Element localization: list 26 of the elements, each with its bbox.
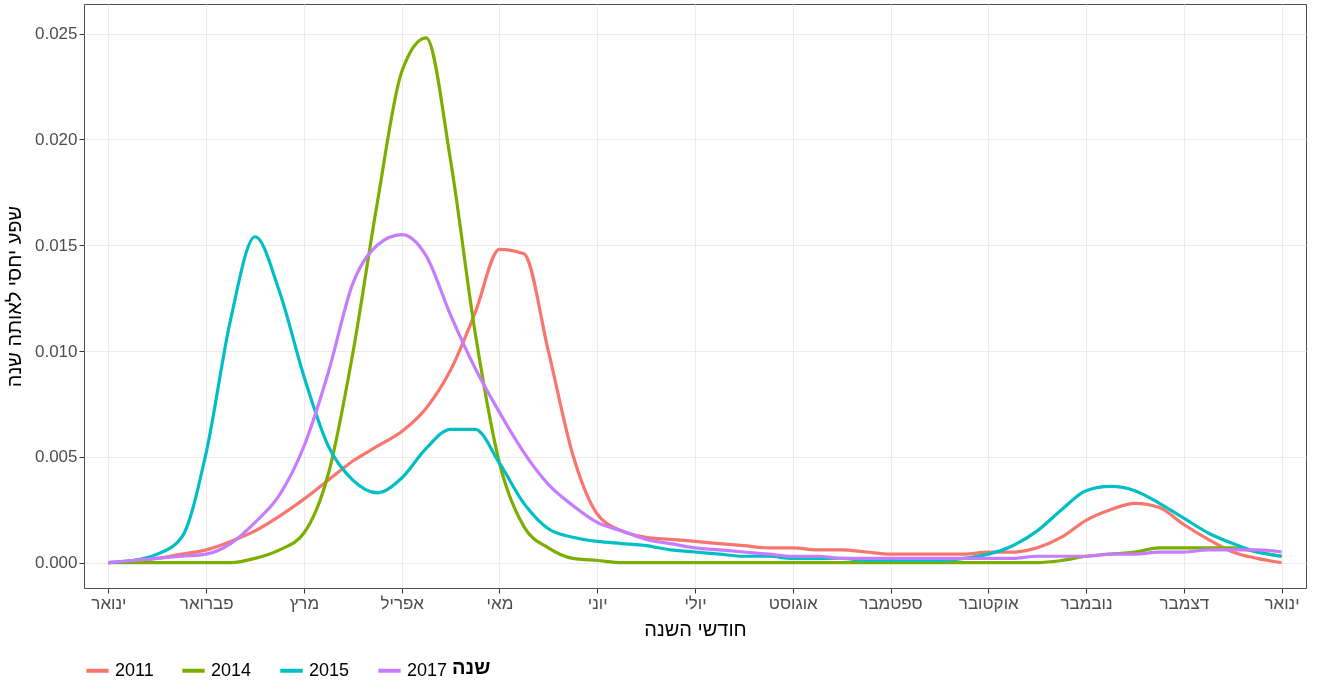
x-axis-title: חודשי השנה [644, 617, 747, 640]
x-tick-label: נובמבר [1060, 593, 1113, 613]
x-tick-label: אוקטובר [958, 593, 1020, 613]
x-tick-label: פברואר [179, 593, 234, 613]
x-tick-label: יולי [684, 593, 707, 613]
x-tick-label: מאי [486, 593, 514, 613]
legend-label: 2015 [309, 659, 350, 680]
x-tick-label: יוני [587, 593, 608, 613]
legend-title: שנה [452, 656, 491, 678]
y-tick-label: 0.000 [34, 553, 78, 573]
x-tick-label: אוגוסט [768, 593, 819, 613]
x-tick-label: מרץ [289, 593, 320, 613]
y-tick-label: 0.015 [34, 235, 78, 255]
y-tick-label: 0.025 [34, 24, 78, 44]
y-tick-label: 0.020 [34, 129, 78, 149]
x-tick-label: ינואר [91, 593, 127, 613]
x-tick-label: דצמבר [1159, 593, 1210, 613]
legend-label: 2014 [211, 659, 252, 680]
x-tick-label: ינואר [1264, 593, 1300, 613]
legend-label: 2011 [115, 659, 154, 680]
x-tick-label: ספטמבר [859, 593, 923, 613]
y-axis-title: שפע יחסי לאותה שנה [2, 205, 25, 388]
x-tick-label: אפריל [380, 593, 425, 613]
legend-label: 2017 [407, 659, 448, 680]
y-tick-label: 0.010 [34, 341, 78, 361]
y-tick-label: 0.005 [34, 447, 78, 467]
